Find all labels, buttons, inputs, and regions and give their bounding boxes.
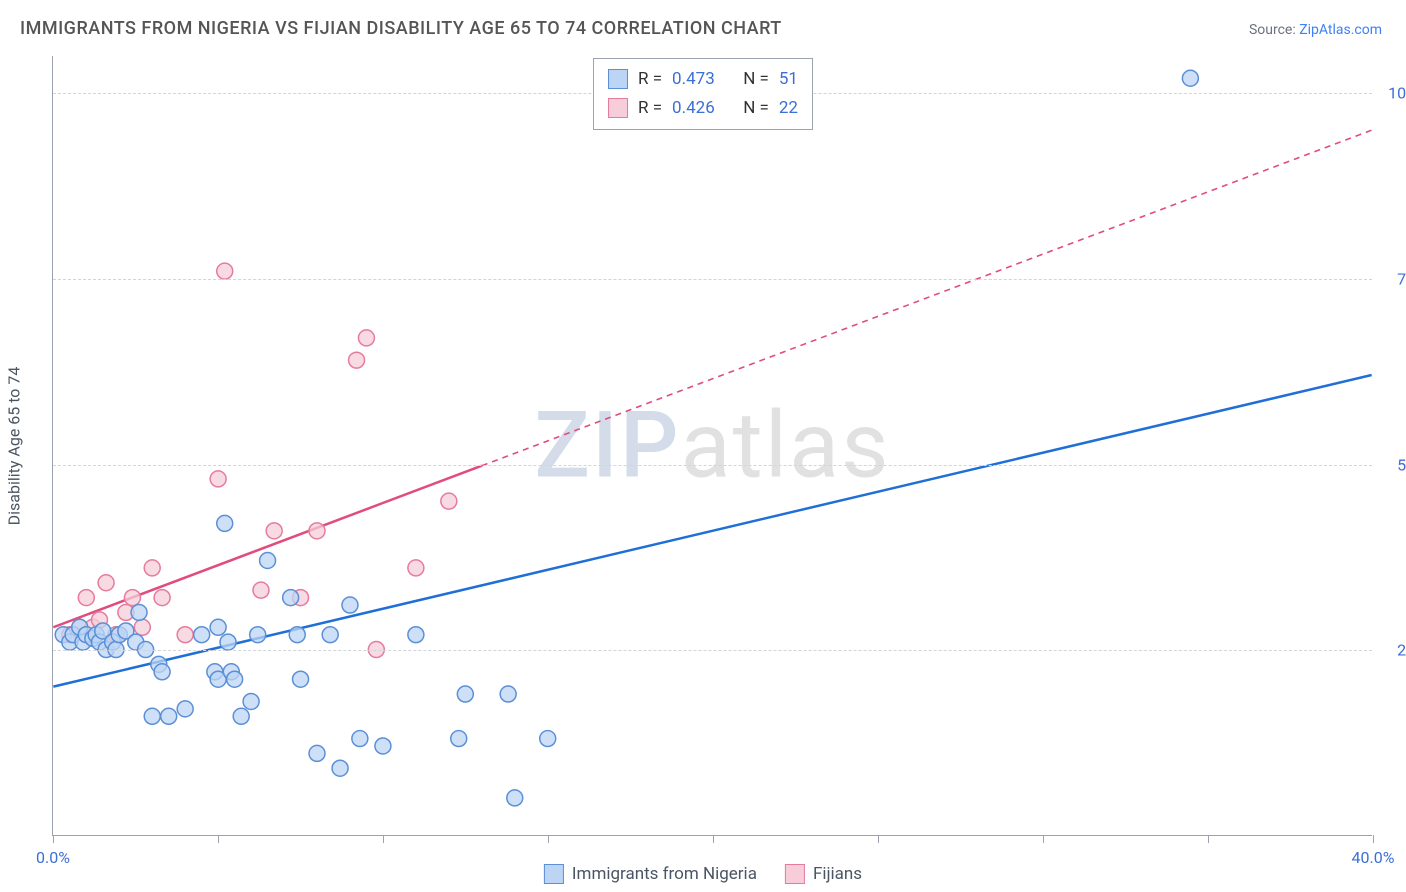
legend-stats: R = 0.473 N = 51 R = 0.426 N = 22: [593, 58, 813, 130]
scatter-point-s1: [540, 731, 556, 747]
source-attribution: Source: ZipAtlas.com: [1249, 22, 1382, 38]
scatter-point-s1: [177, 701, 193, 717]
x-tick: [53, 835, 54, 843]
scatter-point-s2: [177, 627, 193, 643]
legend-item-s1: Immigrants from Nigeria: [544, 864, 757, 884]
scatter-point-s1: [217, 515, 233, 531]
scatter-point-s1: [260, 553, 276, 569]
scatter-point-s1: [131, 604, 147, 620]
x-tick: [548, 835, 549, 843]
scatter-point-s2: [154, 590, 170, 606]
source-prefix: Source:: [1249, 22, 1299, 38]
x-tick: [713, 835, 714, 843]
n-label: N =: [743, 65, 769, 94]
scatter-point-s2: [441, 493, 457, 509]
scatter-point-s1: [243, 693, 259, 709]
scatter-points-layer: [53, 56, 1372, 835]
y-axis-label: Disability Age 65 to 74: [5, 367, 24, 526]
scatter-point-s2: [253, 582, 269, 598]
x-tick: [1373, 835, 1374, 843]
n-value-s1: 51: [779, 65, 798, 94]
scatter-point-s2: [144, 560, 160, 576]
scatter-point-s1: [144, 708, 160, 724]
legend-label-s1: Immigrants from Nigeria: [572, 864, 757, 884]
scatter-point-s1: [220, 634, 236, 650]
gridline-h: [53, 465, 1372, 466]
scatter-point-s2: [349, 352, 365, 368]
scatter-point-s1: [210, 619, 226, 635]
scatter-point-s1: [161, 708, 177, 724]
scatter-point-s1: [375, 738, 391, 754]
scatter-point-s1: [154, 664, 170, 680]
r-label: R =: [638, 94, 662, 123]
scatter-point-s1: [507, 790, 523, 806]
y-tick-label: 50.0%: [1397, 455, 1406, 474]
scatter-point-s1: [233, 708, 249, 724]
x-tick-label: 0.0%: [36, 848, 70, 867]
scatter-point-s2: [78, 590, 94, 606]
scatter-point-s1: [408, 627, 424, 643]
scatter-point-s1: [342, 597, 358, 613]
scatter-point-s1: [289, 627, 305, 643]
scatter-point-s1: [451, 731, 467, 747]
scatter-point-s1: [352, 731, 368, 747]
scatter-point-s1: [322, 627, 338, 643]
gridline-h: [53, 279, 1372, 280]
scatter-point-s2: [408, 560, 424, 576]
scatter-point-s1: [227, 671, 243, 687]
scatter-point-s1: [250, 627, 266, 643]
legend-stats-row-1: R = 0.473 N = 51: [608, 65, 798, 94]
scatter-point-s2: [210, 471, 226, 487]
y-tick-label: 75.0%: [1397, 269, 1406, 288]
n-label: N =: [743, 94, 769, 123]
x-tick: [878, 835, 879, 843]
y-tick-label: 100.0%: [1388, 84, 1406, 103]
x-tick: [383, 835, 384, 843]
source-link[interactable]: ZipAtlas.com: [1299, 22, 1382, 38]
y-tick-label: 25.0%: [1397, 641, 1406, 660]
scatter-point-s1: [293, 671, 309, 687]
scatter-point-s1: [194, 627, 210, 643]
legend-swatch-s2-b: [785, 864, 805, 884]
scatter-point-s2: [309, 523, 325, 539]
plot-area: ZIPatlas 25.0%50.0%75.0%100.0%0.0%40.0%: [52, 56, 1372, 836]
scatter-point-s1: [500, 686, 516, 702]
legend-item-s2: Fijians: [785, 864, 862, 884]
scatter-point-s2: [358, 330, 374, 346]
scatter-point-s1: [309, 745, 325, 761]
x-tick: [218, 835, 219, 843]
x-tick: [1043, 835, 1044, 843]
scatter-point-s2: [134, 619, 150, 635]
r-value-s2: 0.426: [672, 94, 715, 123]
scatter-point-s2: [217, 263, 233, 279]
scatter-point-s1: [283, 590, 299, 606]
x-tick-label: 40.0%: [1352, 848, 1395, 867]
legend-swatch-s1: [608, 69, 628, 89]
gridline-h: [53, 650, 1372, 651]
legend-swatch-s1-b: [544, 864, 564, 884]
r-label: R =: [638, 65, 662, 94]
scatter-point-s2: [98, 575, 114, 591]
scatter-point-s2: [266, 523, 282, 539]
legend-series: Immigrants from Nigeria Fijians: [544, 864, 862, 884]
x-tick: [1208, 835, 1209, 843]
n-value-s2: 22: [779, 94, 798, 123]
legend-stats-row-2: R = 0.426 N = 22: [608, 94, 798, 123]
scatter-point-s1: [457, 686, 473, 702]
r-value-s1: 0.473: [672, 65, 715, 94]
legend-label-s2: Fijians: [813, 864, 862, 884]
scatter-point-s2: [124, 590, 140, 606]
chart-title: IMMIGRANTS FROM NIGERIA VS FIJIAN DISABI…: [20, 18, 782, 39]
legend-swatch-s2: [608, 98, 628, 118]
scatter-point-s1: [1182, 70, 1198, 86]
scatter-point-s1: [332, 760, 348, 776]
